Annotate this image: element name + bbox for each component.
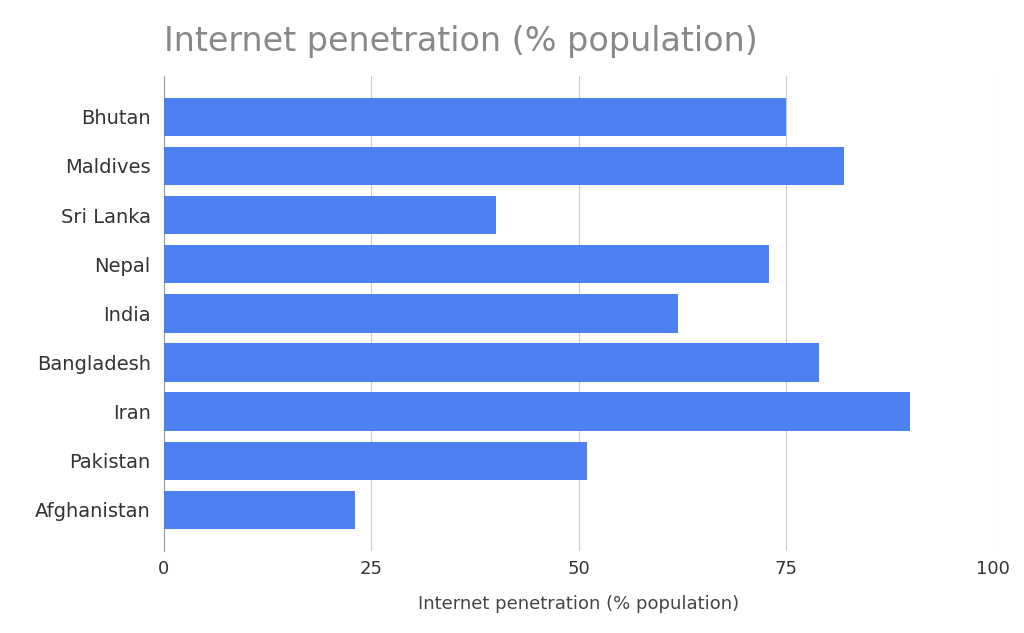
Bar [164, 196, 496, 234]
Bar [164, 97, 786, 136]
Bar [164, 245, 769, 284]
X-axis label: Internet penetration (% population): Internet penetration (% population) [418, 595, 739, 613]
Bar [164, 147, 844, 185]
Bar [164, 442, 587, 480]
Bar [164, 491, 354, 529]
Bar [164, 392, 910, 431]
Text: Internet penetration (% population): Internet penetration (% population) [164, 25, 758, 58]
Bar [164, 294, 678, 332]
Bar [164, 343, 819, 382]
